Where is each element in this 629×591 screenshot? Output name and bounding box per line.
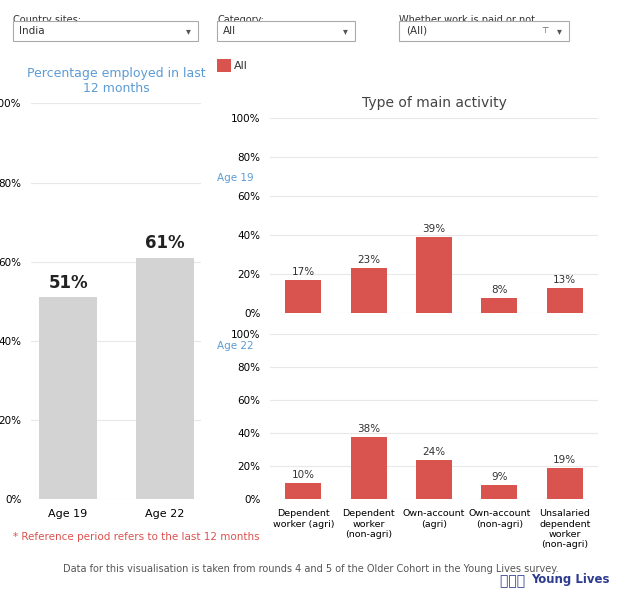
Text: (All): (All) bbox=[406, 26, 427, 35]
Text: Country sites:: Country sites: bbox=[13, 15, 81, 25]
Text: Category:: Category: bbox=[217, 15, 264, 25]
Bar bbox=[39, 297, 97, 499]
Text: 51%: 51% bbox=[48, 274, 88, 291]
Text: 8%: 8% bbox=[491, 285, 508, 295]
Text: Young Lives: Young Lives bbox=[532, 573, 610, 586]
Text: Age 22: Age 22 bbox=[217, 341, 253, 350]
Bar bbox=[481, 298, 517, 313]
Text: Age 19: Age 19 bbox=[217, 174, 253, 183]
Bar bbox=[286, 280, 321, 313]
Text: * Reference period refers to the last 12 months: * Reference period refers to the last 12… bbox=[13, 532, 259, 542]
Text: All: All bbox=[234, 61, 248, 70]
Text: India: India bbox=[19, 26, 45, 35]
Bar bbox=[286, 483, 321, 499]
Text: 38%: 38% bbox=[357, 424, 380, 434]
Bar bbox=[416, 460, 452, 499]
Text: 23%: 23% bbox=[357, 255, 380, 265]
Text: 9%: 9% bbox=[491, 472, 508, 482]
Bar bbox=[416, 237, 452, 313]
Text: 17%: 17% bbox=[292, 267, 315, 277]
Title: Type of main activity: Type of main activity bbox=[362, 96, 506, 110]
Text: ⊤: ⊤ bbox=[541, 26, 548, 35]
Bar bbox=[547, 468, 582, 499]
Text: 13%: 13% bbox=[553, 275, 576, 285]
Title: Percentage employed in last
12 months: Percentage employed in last 12 months bbox=[27, 67, 206, 95]
Bar bbox=[351, 437, 387, 499]
Bar bbox=[351, 268, 387, 313]
Text: 10%: 10% bbox=[292, 470, 314, 480]
Text: ▾: ▾ bbox=[343, 26, 348, 35]
Text: Whether work is paid or not: Whether work is paid or not bbox=[399, 15, 535, 25]
Text: All: All bbox=[223, 26, 237, 35]
Text: Data for this visualisation is taken from rounds 4 and 5 of the Older Cohort in : Data for this visualisation is taken fro… bbox=[63, 564, 559, 574]
Bar bbox=[136, 258, 194, 499]
Text: 19%: 19% bbox=[553, 456, 576, 466]
Bar bbox=[481, 485, 517, 499]
Text: 24%: 24% bbox=[423, 447, 445, 457]
Bar bbox=[547, 288, 582, 313]
Text: 🧑‍🤝‍🧑: 🧑‍🤝‍🧑 bbox=[500, 574, 525, 589]
Text: ▾: ▾ bbox=[186, 26, 191, 35]
Text: 61%: 61% bbox=[145, 234, 184, 252]
Text: 39%: 39% bbox=[423, 224, 445, 234]
Text: ▾: ▾ bbox=[557, 26, 562, 35]
